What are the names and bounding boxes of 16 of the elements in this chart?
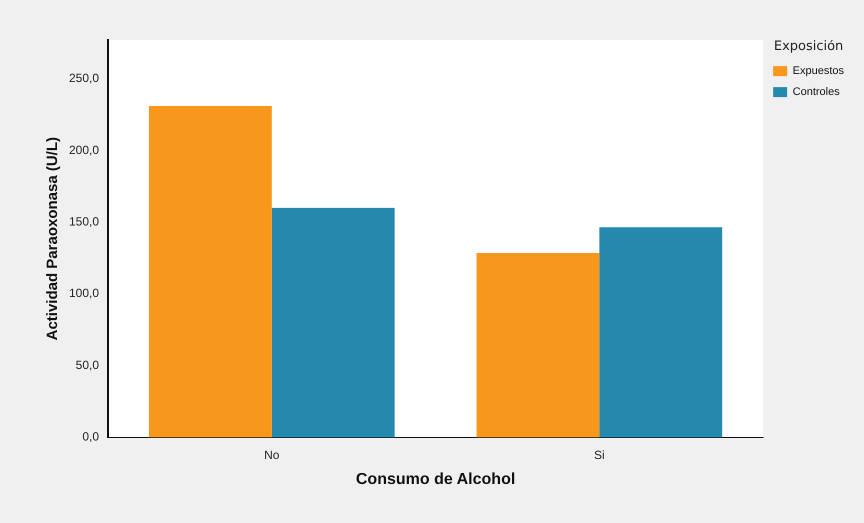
- legend-label: Expuestos: [792, 65, 844, 78]
- legend-label: Controles: [792, 86, 840, 98]
- y-tick-label: 50,0: [76, 358, 100, 372]
- y-tick-label: 250,0: [69, 71, 100, 86]
- bar: [599, 227, 722, 438]
- x-tick-label: No: [264, 448, 280, 462]
- x-tick-label: Si: [594, 448, 605, 462]
- y-tick-label: 200,0: [69, 142, 100, 157]
- x-axis-title: Consumo de Alcohol: [356, 470, 516, 488]
- bar: [148, 106, 272, 438]
- y-tick-label: 100,0: [69, 286, 100, 300]
- y-axis-title: Actividad Paraoxonasa (U/L): [44, 137, 62, 340]
- y-tick-label: 0,0: [82, 430, 100, 444]
- bar: [272, 208, 395, 438]
- y-tick-label: 150,0: [69, 214, 100, 229]
- bar: [476, 253, 600, 438]
